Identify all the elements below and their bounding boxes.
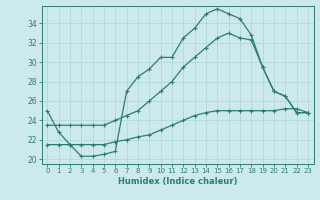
- X-axis label: Humidex (Indice chaleur): Humidex (Indice chaleur): [118, 177, 237, 186]
